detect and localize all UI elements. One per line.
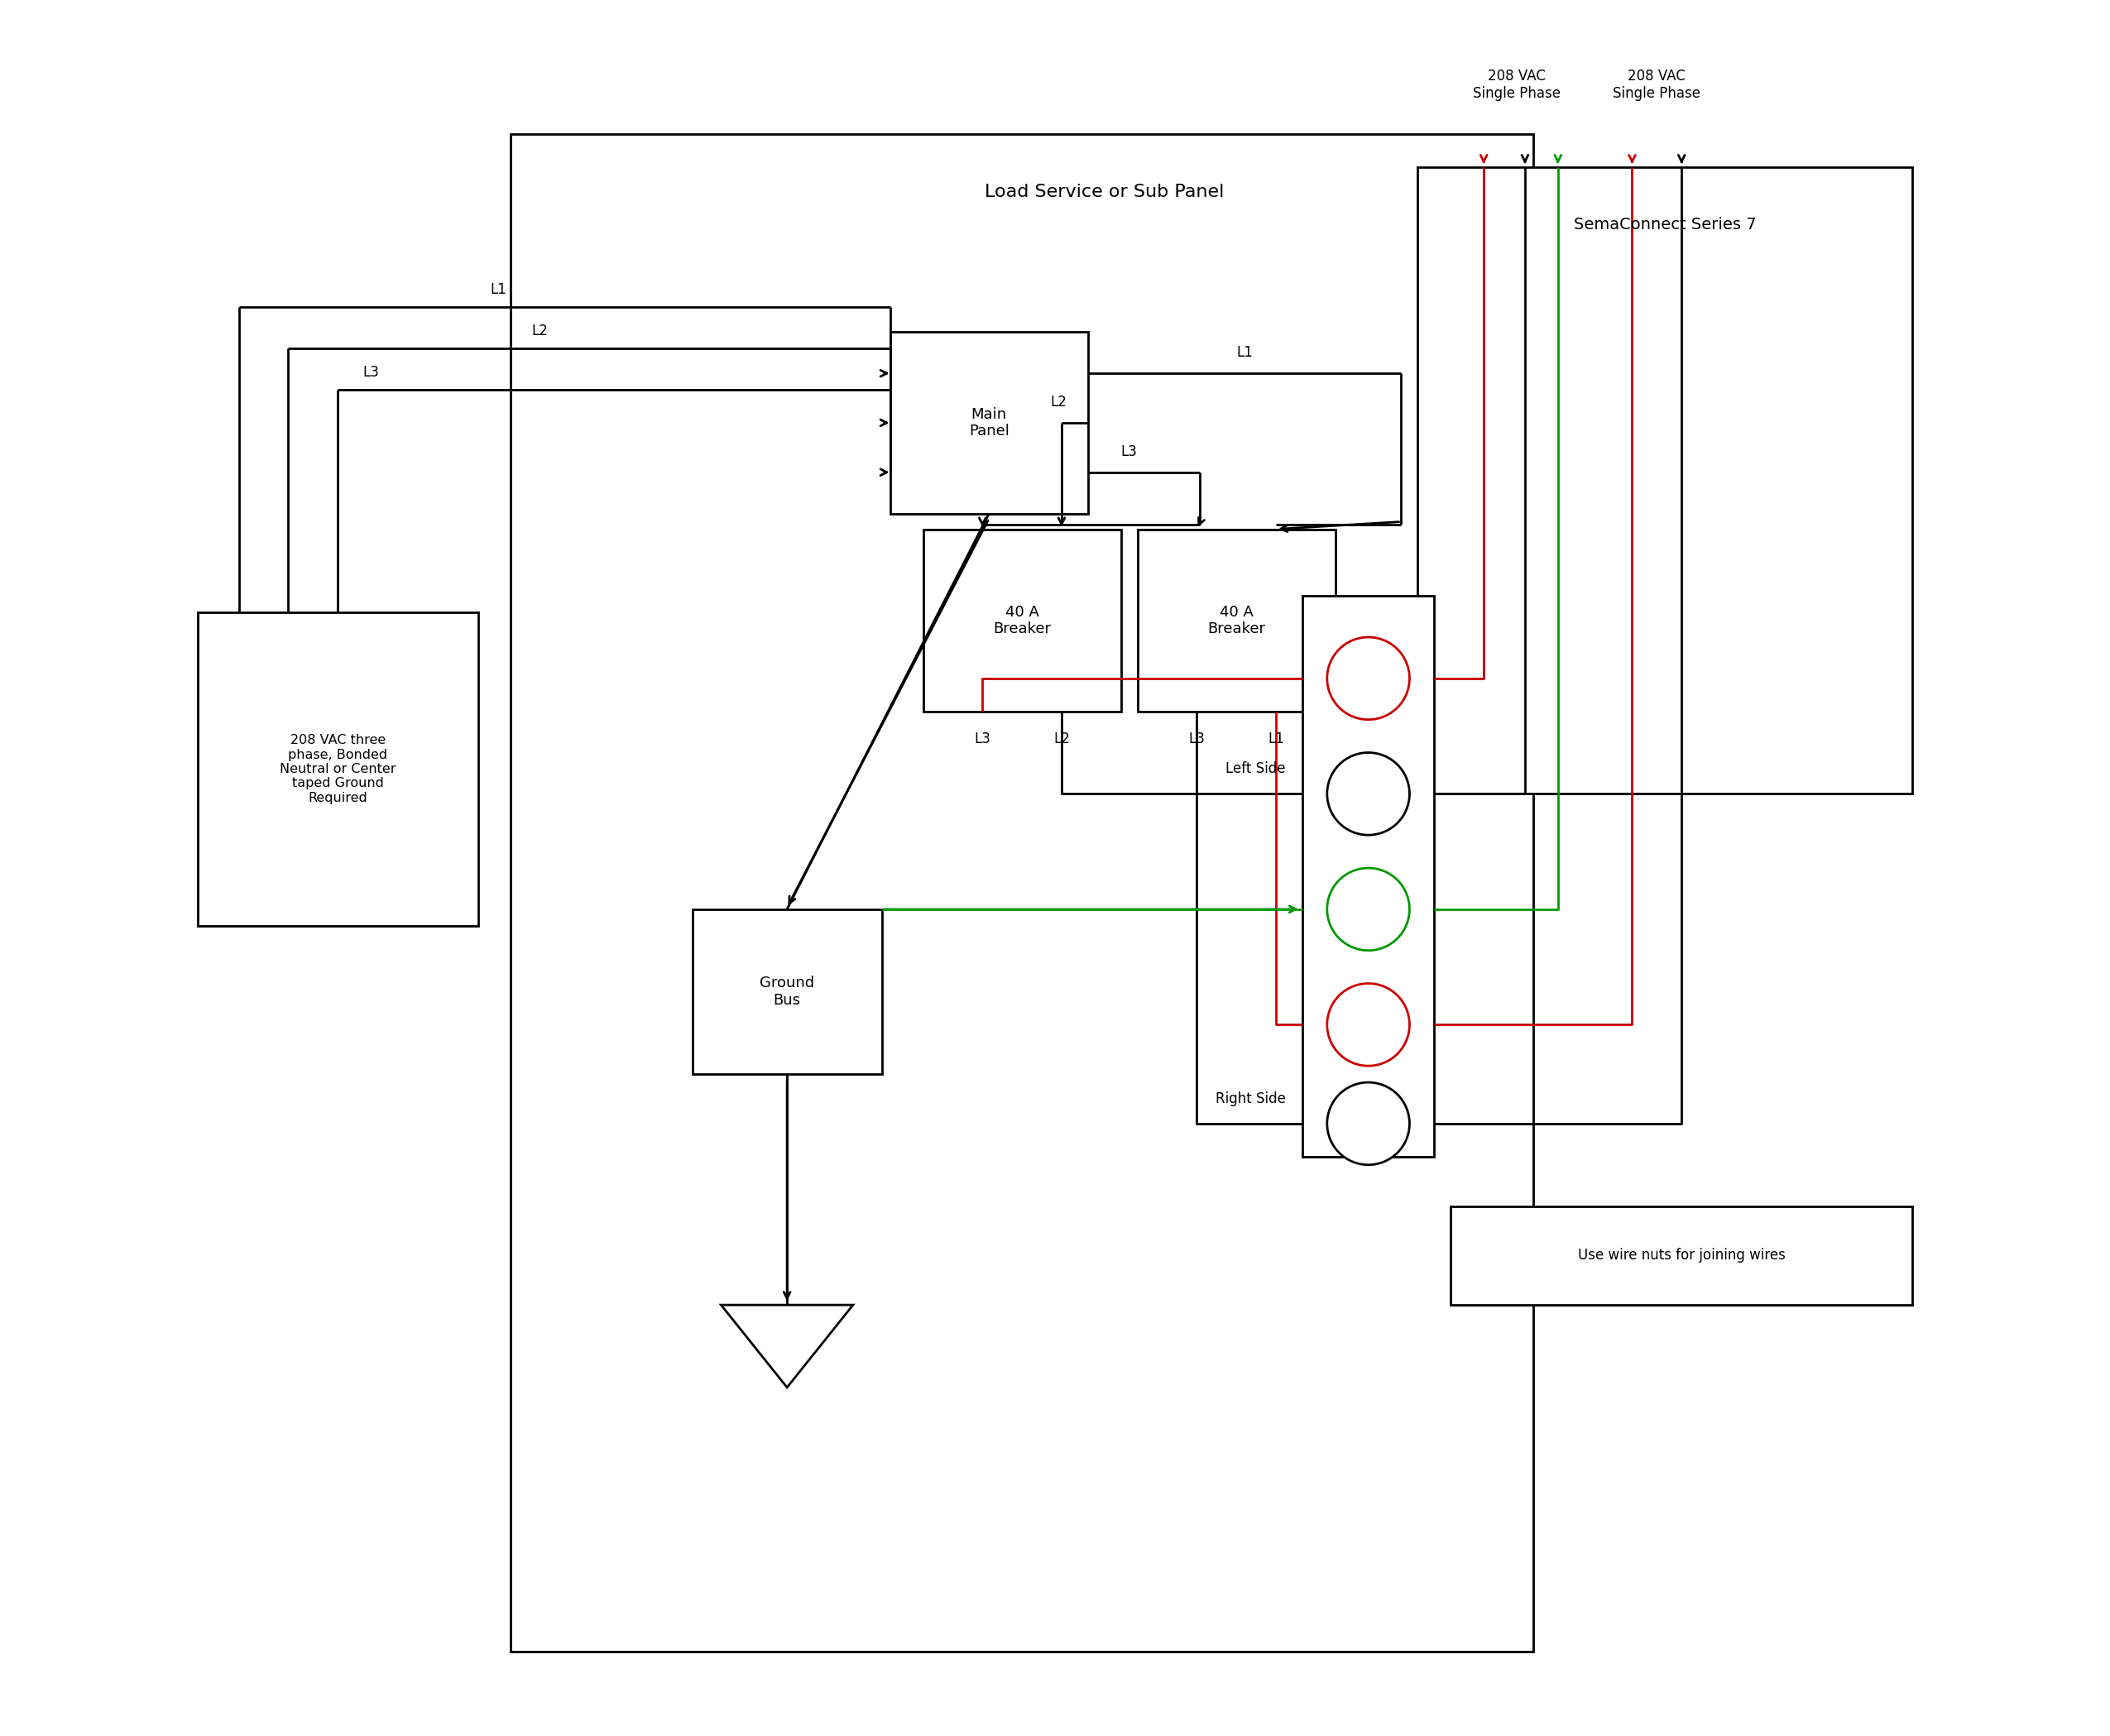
Text: Load Service or Sub Panel: Load Service or Sub Panel [985, 184, 1224, 200]
Circle shape [1327, 637, 1409, 720]
Bar [692, 910, 882, 1075]
Text: 208 VAC
Single Phase: 208 VAC Single Phase [1612, 69, 1701, 101]
Text: L3: L3 [1120, 444, 1137, 458]
Text: L1: L1 [490, 283, 506, 297]
Text: Ground
Bus: Ground Bus [760, 976, 814, 1007]
Text: L3: L3 [1188, 731, 1205, 746]
Bar [1452, 1207, 1912, 1305]
Text: 208 VAC three
phase, Bonded
Neutral or Center
taped Ground
Required: 208 VAC three phase, Bonded Neutral or C… [281, 734, 397, 804]
Text: Left Side: Left Side [1226, 762, 1285, 776]
Text: Use wire nuts for joining wires: Use wire nuts for joining wires [1578, 1248, 1785, 1264]
Text: 40 A
Breaker: 40 A Breaker [994, 604, 1051, 637]
Text: L2: L2 [1051, 394, 1066, 410]
Bar [1418, 167, 1912, 793]
Bar [511, 134, 1534, 1651]
Text: L2: L2 [1053, 731, 1070, 746]
Circle shape [1327, 1082, 1409, 1165]
Text: L3: L3 [975, 731, 992, 746]
Circle shape [1327, 983, 1409, 1066]
Text: L1: L1 [1236, 345, 1253, 359]
Bar [922, 529, 1120, 712]
Bar [1302, 595, 1435, 1156]
Text: L1: L1 [1268, 731, 1285, 746]
Text: L3: L3 [363, 365, 380, 380]
Text: 40 A
Breaker: 40 A Breaker [1207, 604, 1266, 637]
Text: Main
Panel: Main Panel [968, 406, 1009, 439]
Bar [1137, 529, 1336, 712]
Bar [890, 332, 1089, 514]
Circle shape [1327, 753, 1409, 835]
Bar [198, 613, 477, 925]
Text: SemaConnect Series 7: SemaConnect Series 7 [1574, 217, 1756, 233]
Text: L2: L2 [532, 325, 549, 339]
Text: Right Side: Right Side [1215, 1092, 1285, 1106]
Text: 208 VAC
Single Phase: 208 VAC Single Phase [1473, 69, 1561, 101]
Circle shape [1327, 868, 1409, 950]
